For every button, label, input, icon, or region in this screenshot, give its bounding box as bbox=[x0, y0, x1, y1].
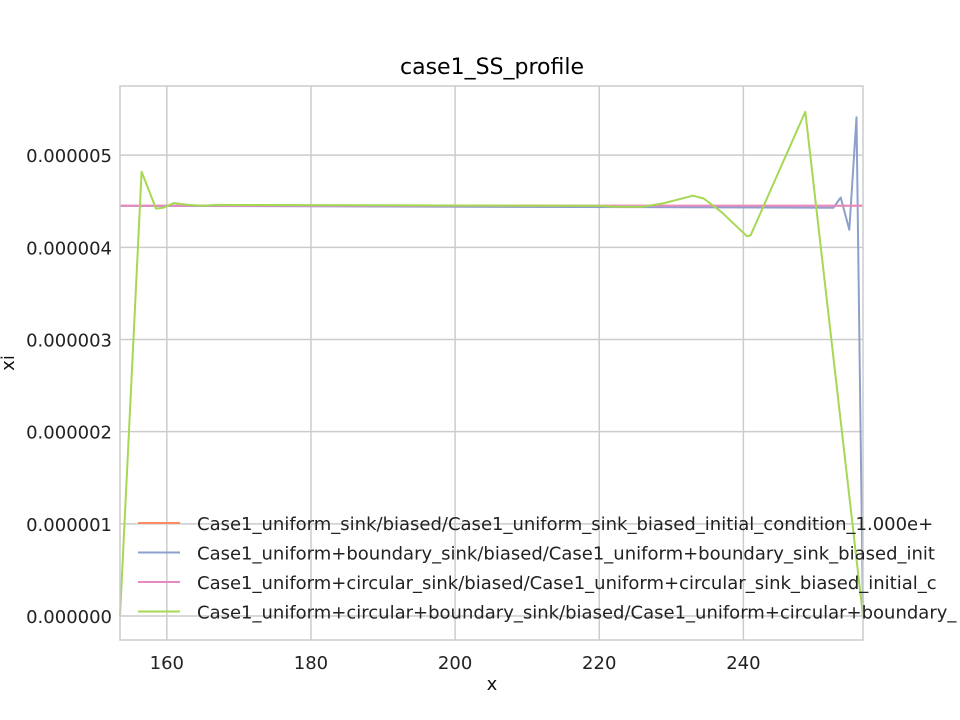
y-axis-label: xi bbox=[0, 355, 19, 371]
x-tick-label: 180 bbox=[294, 653, 328, 674]
grid-lines bbox=[120, 86, 863, 640]
legend-label-2: Case1_uniform+boundary_sink/biased/Case1… bbox=[197, 544, 935, 565]
legend-label-1: Case1_uniform_sink/biased/Case1_uniform_… bbox=[197, 514, 933, 535]
legend: Case1_uniform_sink/biased/Case1_uniform_… bbox=[138, 514, 957, 624]
legend-label-3: Case1_uniform+circular_sink/biased/Case1… bbox=[197, 573, 937, 594]
series-lines bbox=[119, 110, 864, 617]
x-axis-label: x bbox=[487, 674, 498, 695]
chart-title: case1_SS_profile bbox=[400, 55, 584, 80]
series-line-4 bbox=[119, 110, 864, 617]
series-line-2 bbox=[119, 116, 864, 617]
y-tick-label: 0.000001 bbox=[26, 515, 112, 536]
legend-label-4: Case1_uniform+circular+boundary_sink/bia… bbox=[197, 603, 957, 624]
y-tick-label: 0.000002 bbox=[26, 423, 112, 444]
x-tick-label: 160 bbox=[150, 653, 184, 674]
tick-labels: 160 180 200 220 240 0.000000 0.000001 0.000002 0… bbox=[26, 146, 760, 674]
y-tick-label: 0.000004 bbox=[26, 238, 112, 259]
y-tick-label: 0.000005 bbox=[26, 146, 112, 167]
y-tick-label: 0.000000 bbox=[26, 607, 112, 628]
x-tick-label: 200 bbox=[438, 653, 472, 674]
plot-frame bbox=[119, 85, 864, 641]
y-tick-label: 0.000003 bbox=[26, 330, 112, 351]
x-tick-label: 220 bbox=[582, 653, 616, 674]
x-tick-label: 240 bbox=[726, 653, 760, 674]
